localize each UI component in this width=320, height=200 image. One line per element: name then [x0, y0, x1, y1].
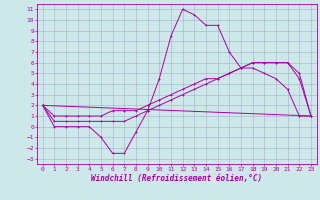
X-axis label: Windchill (Refroidissement éolien,°C): Windchill (Refroidissement éolien,°C)	[91, 174, 262, 183]
